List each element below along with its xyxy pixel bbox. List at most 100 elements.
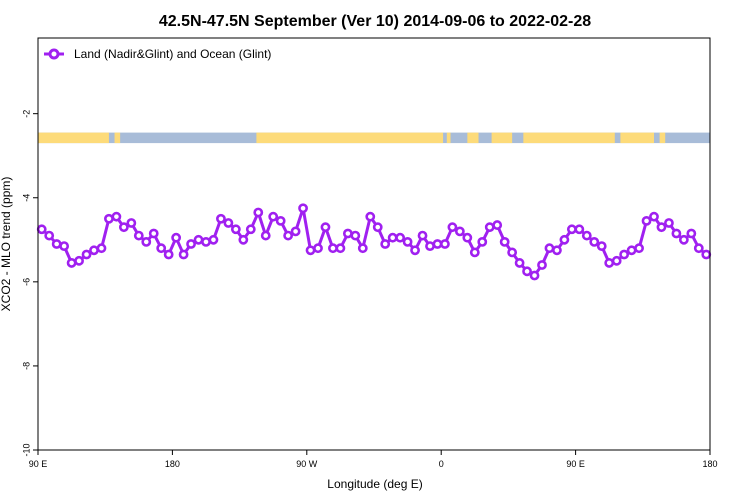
data-point (671, 228, 682, 239)
data-point (581, 230, 592, 241)
data-point (447, 222, 458, 233)
data-point (425, 241, 435, 252)
y-tick-label: -2 (21, 110, 31, 118)
data-point (298, 203, 308, 214)
data-point (133, 230, 144, 241)
data-point (156, 243, 167, 254)
data-point (201, 236, 211, 247)
data-point (619, 249, 630, 260)
y-tick-label: -6 (21, 278, 31, 286)
data-point (320, 222, 331, 233)
data-point (440, 239, 450, 249)
data-point (604, 258, 615, 268)
data-point (477, 236, 488, 247)
y-tick-label: -4 (21, 194, 31, 202)
data-point (290, 226, 301, 237)
legend-label: Land (Nadir&Glint) and Ocean (Glint) (74, 47, 271, 61)
legend: Land (Nadir&Glint) and Ocean (Glint) (44, 47, 271, 61)
data-point (649, 211, 659, 222)
x-axis-label: Longitude (deg E) (327, 477, 422, 491)
data-point (275, 215, 286, 226)
land-band-segment (491, 132, 513, 144)
data-point (305, 245, 316, 256)
data-point (350, 230, 361, 241)
data-point (342, 228, 353, 239)
x-tick-label: 90 E (29, 459, 48, 469)
data-point (230, 224, 241, 235)
x-tick-label: 180 (702, 459, 717, 469)
data-point (402, 236, 413, 247)
data-point (395, 232, 406, 243)
land-band-segment (446, 132, 451, 144)
data-point (380, 239, 391, 249)
y-axis-label: XCO2 - MLO trend (ppm) (0, 177, 13, 312)
data-point (208, 234, 219, 245)
land-band-segment (38, 132, 109, 144)
data-point (529, 270, 540, 281)
data-point (118, 222, 129, 233)
data-point (335, 243, 346, 254)
x-tick-label: 0 (439, 459, 444, 469)
data-point (365, 211, 376, 222)
plot-frame (37, 37, 711, 451)
data-point (44, 230, 55, 241)
x-tick-label: 90 E (566, 459, 585, 469)
data-point (611, 255, 622, 266)
land-band-segment (467, 132, 479, 144)
chart-title: 42.5N-47.5N September (Ver 10) 2014-09-0… (159, 13, 591, 30)
data-point (656, 222, 667, 233)
data-point (36, 224, 47, 235)
data-point (216, 213, 226, 224)
data-point (178, 249, 189, 260)
data-point (111, 211, 122, 222)
data-point (410, 245, 420, 256)
data-point (171, 232, 182, 243)
data-point (66, 258, 77, 268)
data-point (357, 243, 368, 254)
data-point (372, 222, 383, 233)
data-point (507, 247, 518, 258)
data-point (596, 241, 607, 252)
data-point (74, 255, 84, 266)
data-point (328, 243, 338, 254)
data-point (141, 236, 152, 247)
data-point (544, 243, 555, 254)
data-point (432, 239, 443, 249)
land-band-segment (114, 132, 121, 144)
data-point (454, 226, 465, 237)
data-point (59, 241, 70, 252)
land-ocean-band (38, 132, 710, 144)
data-point (462, 232, 473, 243)
data-point (193, 234, 204, 245)
data-point (537, 260, 547, 270)
data-point (492, 220, 503, 230)
x-tick-label: 90 W (296, 459, 318, 469)
data-point (238, 234, 249, 245)
data-point (387, 232, 398, 243)
data-point (283, 230, 294, 241)
data-point (417, 230, 428, 241)
data-point (566, 224, 577, 235)
series-layer (36, 203, 712, 281)
data-point (664, 218, 674, 228)
land-band-segment (620, 132, 654, 144)
data-point (499, 236, 510, 247)
data-point (574, 224, 585, 235)
data-point (186, 239, 196, 249)
data-point (626, 245, 637, 256)
data-point (148, 228, 159, 239)
data-point (469, 247, 480, 258)
data-point (126, 218, 137, 228)
data-point (313, 243, 323, 254)
data-point (484, 222, 495, 233)
data-point (223, 218, 234, 228)
data-point (693, 243, 704, 254)
data-point (89, 245, 99, 256)
land-band-segment (523, 132, 615, 144)
data-point (51, 239, 62, 249)
data-point (701, 249, 712, 260)
data-point (104, 213, 114, 224)
legend-marker (48, 48, 60, 60)
axes: 90 E 180 90 W 0 90 E 180 -2 -4 -6 -8 -10 (21, 37, 718, 469)
